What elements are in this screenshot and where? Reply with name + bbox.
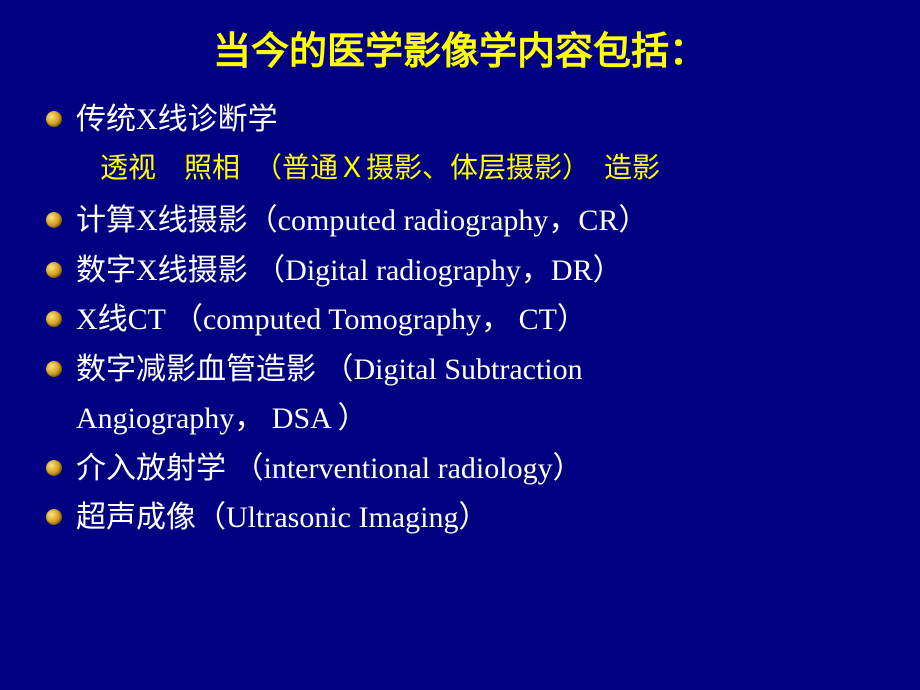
bullet-icon [46,460,62,476]
list-item: 数字减影血管造影 （Digital Subtraction [40,345,880,395]
item-text: 数字减影血管造影 （Digital Subtraction [76,353,583,386]
bullet-icon [46,212,62,228]
list-item: 介入放射学 （interventional radiology） [40,444,880,494]
slide-title: 当今的医学影像学内容包括： [40,20,880,75]
item-text: 介入放射学 （interventional radiology） [76,452,583,485]
item-text: 传统X线诊断学 [76,103,278,136]
bullet-icon [46,509,62,525]
bullet-icon [46,262,62,278]
bullet-icon [46,111,62,127]
list-item: 数字X线摄影 （Digital radiography，DR） [40,246,880,296]
bullet-icon [46,311,62,327]
list-item: 传统X线诊断学 [40,95,880,145]
list-item: 计算X线摄影（computed radiography，CR） [40,196,880,246]
item-text: 数字X线摄影 （Digital radiography，DR） [76,254,623,287]
item-continuation: Angiography， DSA ） [40,394,880,444]
content-list: 传统X线诊断学 透视 照相 （普通Ｘ摄影、体层摄影） 造影 计算X线摄影（com… [40,95,880,543]
sub-line: 透视 照相 （普通Ｘ摄影、体层摄影） 造影 [40,145,880,193]
item-text: 超声成像（Ultrasonic Imaging） [76,501,488,534]
bullet-icon [46,361,62,377]
list-item: 超声成像（Ultrasonic Imaging） [40,493,880,543]
list-item: X线CT （computed Tomography， CT） [40,295,880,345]
item-text: X线CT （computed Tomography， CT） [76,303,587,336]
item-text: 计算X线摄影（computed radiography，CR） [76,204,648,237]
